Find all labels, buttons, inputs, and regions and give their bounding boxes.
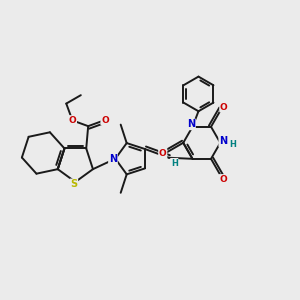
Text: S: S <box>70 179 77 189</box>
Text: H: H <box>230 140 236 149</box>
Text: H: H <box>171 159 178 168</box>
Text: O: O <box>101 116 109 124</box>
Text: O: O <box>219 175 227 184</box>
Text: N: N <box>219 136 227 146</box>
Text: O: O <box>68 116 76 125</box>
Text: N: N <box>109 154 117 164</box>
Text: N: N <box>187 119 195 129</box>
Text: O: O <box>159 149 166 158</box>
Text: O: O <box>220 103 228 112</box>
